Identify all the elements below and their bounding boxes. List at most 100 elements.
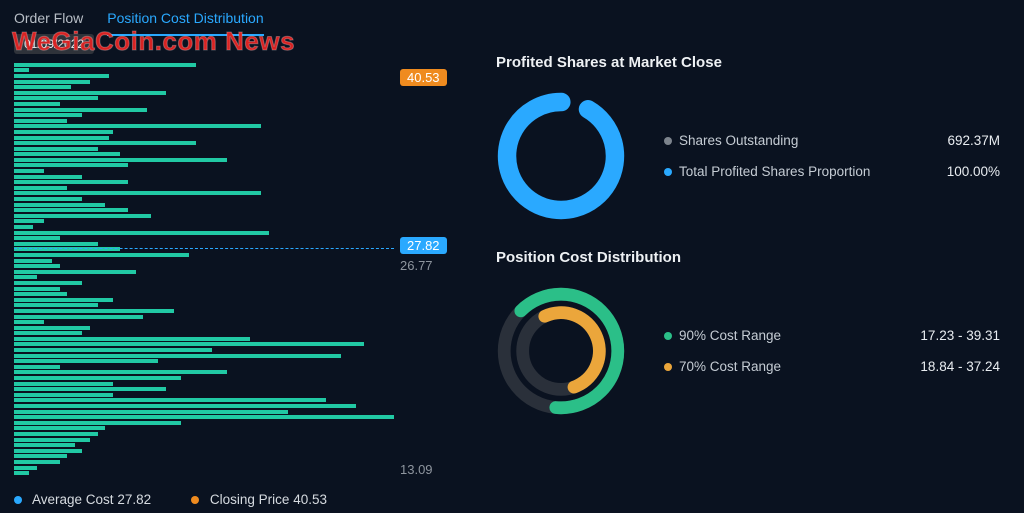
- histogram-bar: [14, 326, 90, 330]
- histogram-bar: [14, 309, 174, 313]
- price-label-under-avg: 26.77: [400, 258, 433, 273]
- histogram-bar: [14, 393, 113, 397]
- histogram-bar: [14, 214, 151, 218]
- profited-donut: [490, 85, 632, 227]
- metric-value: 100.00%: [947, 164, 1000, 179]
- dot-icon: [664, 168, 672, 176]
- legend-average-cost: Average Cost 27.82: [14, 492, 151, 507]
- histogram-bar: [14, 460, 60, 464]
- histogram-bar: [14, 141, 196, 145]
- histogram-bar: [14, 298, 113, 302]
- dot-icon: [191, 496, 199, 504]
- histogram-bar: [14, 382, 113, 386]
- histogram-bar: [14, 359, 158, 363]
- histogram-bar: [14, 152, 120, 156]
- metric-label: 90% Cost Range: [679, 328, 781, 343]
- histogram-bar: [14, 438, 90, 442]
- histogram-bar: [14, 471, 29, 475]
- histogram-bar: [14, 303, 98, 307]
- histogram-bar: [14, 331, 82, 335]
- histogram-bar: [14, 236, 60, 240]
- metric-row: 90% Cost Range 17.23 - 39.31: [660, 320, 1004, 351]
- metric-value: 17.23 - 39.31: [920, 328, 1000, 343]
- histogram-bar: [14, 342, 364, 346]
- dot-icon: [664, 363, 672, 371]
- histogram-bar: [14, 410, 288, 414]
- histogram-bar: [14, 242, 98, 246]
- histogram-bar: [14, 63, 196, 67]
- histogram-bar: [14, 85, 71, 89]
- histogram-bar: [14, 315, 143, 319]
- legend-closing-price: Closing Price 40.53: [191, 492, 327, 507]
- histogram-bar: [14, 376, 181, 380]
- metric-label: 70% Cost Range: [679, 359, 781, 374]
- price-label-low: 13.09: [400, 462, 433, 477]
- histogram-bar: [14, 415, 394, 419]
- histogram-bar: [14, 124, 261, 128]
- histogram-bar: [14, 113, 82, 117]
- histogram-bar: [14, 91, 166, 95]
- histogram-bar: [14, 169, 44, 173]
- histogram-bar: [14, 219, 44, 223]
- histogram-bar: [14, 466, 37, 470]
- histogram-bar: [14, 68, 29, 72]
- histogram-bar: [14, 163, 128, 167]
- date-button[interactable]: 01/09/2022: [14, 34, 94, 54]
- histogram-bar: [14, 136, 109, 140]
- histogram-bar: [14, 354, 341, 358]
- pcd-donut: [490, 280, 632, 422]
- histogram-bar: [14, 365, 60, 369]
- histogram-bar: [14, 253, 189, 257]
- histogram-bar: [14, 197, 82, 201]
- histogram-bar: [14, 320, 44, 324]
- closing-price-badge: 40.53: [400, 70, 447, 85]
- metric-label: Total Profited Shares Proportion: [679, 164, 870, 179]
- histogram-bar: [14, 147, 98, 151]
- histogram-bar: [14, 275, 37, 279]
- histogram-bar: [14, 281, 82, 285]
- histogram-bar: [14, 348, 212, 352]
- histogram-bar: [14, 208, 128, 212]
- histogram-bar: [14, 426, 105, 430]
- histogram-bar: [14, 370, 227, 374]
- histogram-bar: [14, 421, 181, 425]
- histogram-bar: [14, 191, 261, 195]
- histogram-bar: [14, 119, 67, 123]
- histogram-bar: [14, 180, 128, 184]
- histogram-bar: [14, 432, 98, 436]
- histogram-bar: [14, 454, 67, 458]
- histogram-bar: [14, 225, 33, 229]
- metric-row: Total Profited Shares Proportion 100.00%: [660, 156, 1004, 187]
- average-cost-line: [14, 248, 394, 249]
- average-cost-badge: 27.82: [400, 238, 447, 253]
- histogram-bar: [14, 259, 52, 263]
- metric-value: 692.37M: [947, 133, 1000, 148]
- histogram-bar: [14, 130, 113, 134]
- histogram-bar: [14, 74, 109, 78]
- histogram-bar: [14, 80, 90, 84]
- dot-icon: [664, 332, 672, 340]
- metric-row: 70% Cost Range 18.84 - 37.24: [660, 351, 1004, 382]
- profited-title: Profited Shares at Market Close: [496, 54, 1004, 71]
- histogram-bar: [14, 287, 60, 291]
- histogram-bar: [14, 404, 356, 408]
- histogram-bar: [14, 264, 60, 268]
- histogram-bar: [14, 449, 82, 453]
- metric-label: Shares Outstanding: [679, 133, 798, 148]
- histogram-bar: [14, 96, 98, 100]
- histogram-bar: [14, 203, 105, 207]
- histogram-bar: [14, 231, 269, 235]
- dot-icon: [14, 496, 22, 504]
- pcd-title: Position Cost Distribution: [496, 249, 1004, 266]
- histogram-bar: [14, 270, 136, 274]
- histogram-bar: [14, 443, 75, 447]
- tab-position-cost-distribution[interactable]: Position Cost Distribution: [107, 6, 263, 36]
- tab-order-flow[interactable]: Order Flow: [14, 6, 83, 36]
- histogram-bar: [14, 158, 227, 162]
- histogram-bar: [14, 186, 67, 190]
- histogram-bar: [14, 108, 147, 112]
- histogram-panel: 01/09/2022 40.53 27.82 26.77 13.09 Avera…: [0, 34, 470, 513]
- metric-value: 18.84 - 37.24: [920, 359, 1000, 374]
- dot-icon: [664, 137, 672, 145]
- histogram-bar: [14, 175, 82, 179]
